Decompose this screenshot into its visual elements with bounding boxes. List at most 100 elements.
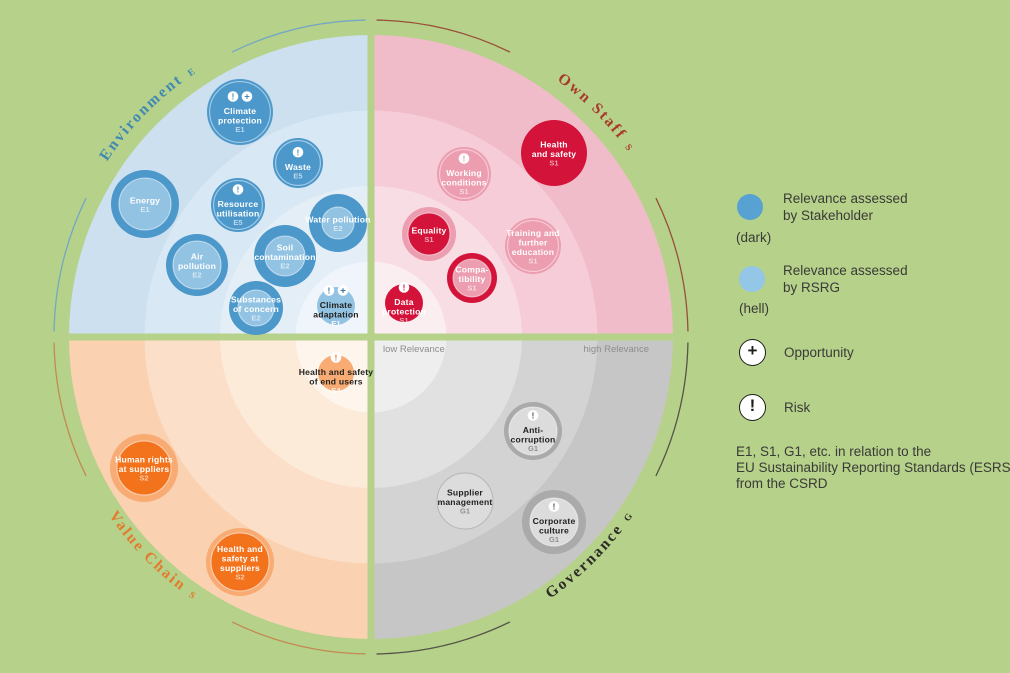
bubble-title-line: tibility	[459, 274, 486, 284]
bubble-title-line: utilisation	[217, 209, 260, 219]
bubble-title-line: Resource	[218, 199, 259, 209]
risk-icon: !	[527, 410, 539, 421]
bubble-code: E2	[280, 262, 289, 271]
risk-icon: !	[739, 394, 766, 421]
bubble-title-line: protection	[218, 116, 262, 126]
bubble-code: S2	[235, 572, 244, 581]
legend-note-hell: (hell)	[739, 301, 770, 316]
bubble-title-line: and safety	[532, 149, 577, 159]
bubble-title-line: Health	[540, 140, 567, 150]
quadrant-arc-value-chain-1	[53, 342, 87, 477]
risk-icon: !	[458, 153, 470, 164]
bubble-title-line: suppliers	[220, 563, 260, 573]
legend-note-dark: (dark)	[736, 230, 772, 245]
svg-text:!: !	[403, 284, 406, 293]
bubble-title-line: of end users	[309, 377, 363, 387]
bubble-title-line: management	[437, 497, 492, 507]
legend-swatch-stakeholder	[737, 194, 763, 220]
risk-icon: !	[323, 285, 335, 296]
bubble-title-line: Substances	[231, 295, 281, 305]
bubble-code: E2	[251, 314, 260, 323]
quadrant-arc-own-staff-1	[655, 197, 689, 332]
bubble-code: E1	[235, 125, 244, 134]
quadrant-arc-own-staff-0	[376, 19, 511, 53]
bubble-title-line: pollution	[178, 261, 216, 271]
axis-label-high: high Relevance	[584, 344, 650, 355]
legend-footnote: E1, S1, G1, etc. in relation to the EU S…	[736, 444, 1010, 491]
legend-label-rsrg: Relevance assessed by RSRG	[783, 263, 908, 295]
svg-text:!: !	[297, 148, 300, 157]
bubble-code: E1	[140, 205, 149, 214]
axis-label-low: low Relevance	[383, 344, 445, 355]
risk-icon: !	[227, 91, 239, 102]
bubble-title-line: corruption	[511, 435, 556, 445]
bubble-title-line: further	[518, 237, 548, 247]
bubble-title-line: Training and	[506, 228, 560, 238]
risk-icon: !	[548, 501, 560, 512]
quadrant-governance-band-1	[371, 337, 447, 413]
bubble-title-line: Water pollution	[305, 214, 370, 224]
bubble-title-line: Climate	[320, 300, 352, 310]
legend-label-opportunity: Opportunity	[784, 345, 854, 360]
bubble-code: S1	[467, 284, 476, 293]
bubble-code: E2	[192, 271, 201, 280]
opportunity-icon: +	[739, 339, 766, 366]
bubble-title-line: Health and safety	[299, 367, 374, 377]
bubble-title-line: education	[512, 247, 554, 257]
bubble-code: S1	[424, 235, 433, 244]
quadrant-arc-governance-1	[376, 621, 511, 655]
bubble-title-line: adaptation	[313, 310, 358, 320]
quadrant-arc-value-chain-0	[231, 621, 366, 655]
bubble-code: S1	[528, 256, 537, 265]
bubble-title-line: Data	[394, 297, 413, 307]
bubble-title-line: Soil	[277, 243, 294, 253]
risk-icon: !	[292, 146, 304, 158]
bubble-code: S1	[459, 187, 468, 196]
risk-icon: !	[398, 282, 410, 293]
bubble-title-line: Waste	[285, 162, 311, 172]
bubble-title-line: Working	[446, 168, 482, 178]
bubble-code: S4	[331, 386, 341, 395]
quadrant-arc-governance-0	[655, 342, 689, 477]
bubble-code: G1	[549, 535, 559, 544]
opportunity-icon: +	[337, 285, 349, 297]
quadrant-arc-environment-1	[231, 19, 366, 53]
quadrant-arc-environment-0	[53, 197, 87, 332]
bubble-title-line: Equality	[411, 225, 446, 235]
svg-text:!: !	[532, 412, 535, 421]
svg-text:!: !	[232, 93, 235, 102]
bubble-title-line: at suppliers	[119, 464, 170, 474]
bubble-code: S1	[399, 316, 408, 325]
svg-text:!: !	[335, 354, 338, 363]
bubble-title-line: Health and	[217, 544, 263, 554]
risk-icon: !	[330, 352, 342, 363]
bubble-title-line: Supplier	[447, 488, 483, 498]
bubble-code: E2	[333, 224, 342, 233]
bubble-code: G1	[528, 444, 538, 453]
bubble-title-line: conditions	[441, 178, 486, 188]
svg-text:!: !	[328, 287, 331, 296]
bubble-title-line: culture	[539, 526, 569, 536]
bubble-title-line: safety at	[222, 553, 259, 563]
svg-text:!: !	[463, 155, 466, 164]
svg-text:+: +	[340, 286, 346, 297]
risk-icon: !	[232, 184, 244, 195]
legend-label-stakeholder: Relevance assessed by Stakeholder	[783, 191, 908, 223]
legend-swatch-rsrg	[739, 266, 765, 292]
svg-text:!: !	[237, 186, 240, 195]
